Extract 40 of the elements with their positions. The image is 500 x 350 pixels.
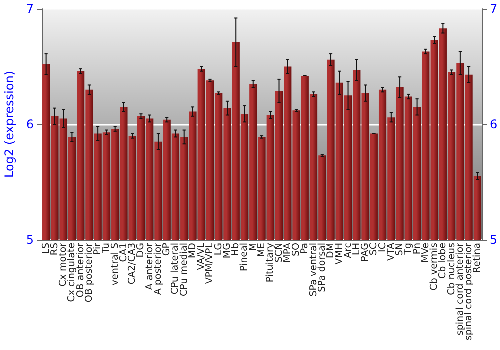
y-tick-label: 5 xyxy=(26,233,34,247)
x-tick-label: Pituitary xyxy=(265,242,276,283)
x-tick-label: MVe xyxy=(420,242,432,263)
x-tick-label: VPM/VPL xyxy=(204,242,216,284)
x-tick-label: SC xyxy=(368,242,380,256)
x-tick-label: Pineal xyxy=(239,243,250,272)
x-tick-label: Retina xyxy=(472,243,484,274)
x-tick-label: Arc xyxy=(342,243,354,258)
x-tick-label: LH xyxy=(351,243,362,256)
x-tick-label: OB posterior xyxy=(84,242,95,303)
x-tick-label: CPu medial xyxy=(178,243,190,296)
x-tick-label: ventral S xyxy=(110,243,121,286)
x-tick-label: Tg xyxy=(403,243,414,256)
x-tick-label: LS xyxy=(40,243,52,254)
x-tick-label: SPa dorsal xyxy=(316,243,328,292)
x-tick-label: DG xyxy=(136,243,147,258)
x-tick-label: SCN xyxy=(274,243,285,263)
x-tick-label: VTA xyxy=(386,242,397,262)
y2-tick-label: 6 xyxy=(490,118,498,132)
x-tick-label: Tu xyxy=(101,243,112,254)
x-tick-label: A posterior xyxy=(152,242,164,296)
x-tick-label: RS xyxy=(49,243,60,256)
x-tick-label: ME xyxy=(256,243,268,258)
x-tick-label: Cb lobe xyxy=(438,242,449,280)
x-tick-label: Cx cingulate xyxy=(66,242,78,302)
x-tick-label: M xyxy=(248,243,259,252)
y-tick-label: 7 xyxy=(26,2,34,16)
y-axis-title: Log2 (expression) xyxy=(2,71,16,178)
x-tick-label: MD xyxy=(187,243,198,259)
x-tick-label: Pa xyxy=(300,243,311,254)
x-tick-label: IC xyxy=(377,242,388,252)
x-tick-label: CA1 xyxy=(118,243,130,262)
y2-tick-label: 5 xyxy=(490,233,498,247)
x-tick-label: LG xyxy=(213,243,224,256)
x-tick-label: Pn xyxy=(412,243,423,255)
y-tick-label: 6 xyxy=(26,118,34,132)
x-tick-label: MPA xyxy=(282,242,294,263)
y2-tick-label: 7 xyxy=(490,2,498,16)
x-tick-label: spinal cord posterior xyxy=(464,242,475,341)
x-tick-label: VMH xyxy=(334,243,346,265)
